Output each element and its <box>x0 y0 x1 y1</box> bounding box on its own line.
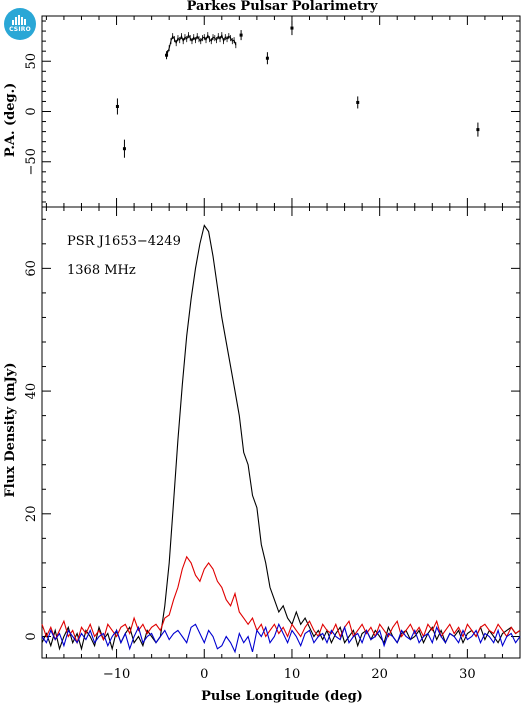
logo-text: CSIRO <box>9 26 31 33</box>
flux-y-axis-label: Flux Density (mJy) <box>3 363 18 498</box>
flux-series-line-0 <box>41 224 521 651</box>
flux-series-line-2 <box>41 622 521 654</box>
pa-point <box>290 26 294 30</box>
pa-y-tick-label: 50 <box>24 53 39 70</box>
flux-y-tick-label: 40 <box>24 383 39 400</box>
pa-point <box>239 33 243 37</box>
pa-point <box>356 100 360 104</box>
pa-point <box>476 128 480 132</box>
pa-y-axis-label: P.A. (deg.) <box>3 83 18 158</box>
flux-y-tick-label: 0 <box>24 632 39 640</box>
pa-point <box>165 53 169 57</box>
flux-x-tick-label: 20 <box>371 667 388 682</box>
frequency-label: 1368 MHz <box>67 263 136 278</box>
pa-frame <box>41 15 521 208</box>
pa-point <box>265 56 269 60</box>
flux-panel: −10 0 10 20 30 0 20 40 60 <box>24 206 521 682</box>
chart-marks <box>41 21 521 654</box>
pa-point <box>115 104 119 108</box>
logo-bars-icon <box>12 15 28 25</box>
pa-curve-line <box>166 33 237 54</box>
flux-frame <box>41 206 521 659</box>
flux-x-tick-label: 10 <box>284 667 301 682</box>
flux-x-axis-label: Pulse Longitude (deg) <box>201 689 363 704</box>
flux-x-tick-label: 30 <box>459 667 476 682</box>
pulsar-name-label: PSR J1653−4249 <box>67 234 181 249</box>
flux-y-tick-label: 20 <box>24 506 39 523</box>
pa-point <box>122 147 126 151</box>
flux-x-tick-label: 0 <box>200 667 208 682</box>
flux-x-tick-label: −10 <box>103 667 130 682</box>
pa-y-tick-label: −50 <box>24 148 39 175</box>
pa-panel: −50 0 50 <box>24 15 521 208</box>
csiro-logo: CSIRO <box>4 8 36 40</box>
flux-y-tick-label: 60 <box>24 260 39 277</box>
pa-y-tick-label: 0 <box>24 107 39 115</box>
pa-panel-title: Parkes Pulsar Polarimetry <box>187 0 378 14</box>
